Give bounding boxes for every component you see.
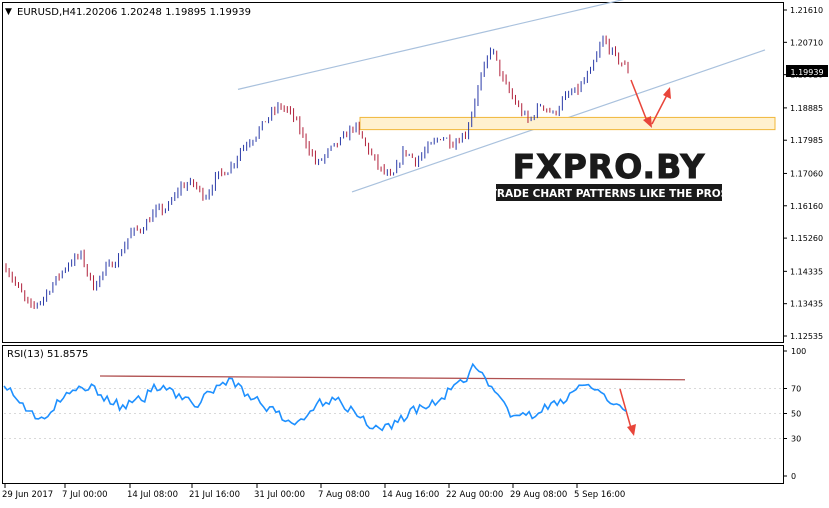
- rsi-levels: [4, 388, 782, 439]
- price-tick-label: 1.18885: [790, 104, 823, 113]
- symbol-label: EURUSD,H4: [17, 7, 76, 18]
- time-tick-label: 31 Jul 00:00: [254, 490, 305, 500]
- time-tick-label: 5 Sep 16:00: [574, 490, 625, 500]
- rsi-resistance-line: [99, 375, 686, 381]
- symbol-menu-icon[interactable]: ▼: [5, 7, 12, 17]
- price-tick-label: 1.14335: [790, 267, 823, 276]
- rsi-label: RSI(13) 51.8575: [7, 349, 88, 360]
- price-axis: 1.216101.207101.198101.188851.179851.170…: [783, 6, 823, 341]
- watermark-brand: FXPRO.BY: [513, 147, 706, 186]
- price-tick-label: 1.15260: [790, 234, 823, 243]
- ohlc-label: 1.20206 1.20248 1.19895 1.19939: [76, 7, 251, 18]
- time-tick-label: 29 Jun 2017: [2, 490, 53, 500]
- last-price-label: 1.19939: [790, 68, 823, 77]
- time-tick-label: 14 Aug 16:00: [382, 490, 439, 500]
- watermark: FXPRO.BY TRADE CHART PATTERNS LIKE THE P…: [490, 147, 728, 201]
- rsi-axis: 100 70 50 30 0: [783, 347, 806, 481]
- rsi-tick-label: 100: [791, 347, 806, 356]
- price-tick-label: 1.17985: [790, 136, 823, 145]
- last-price-tag: [786, 65, 828, 77]
- forecast-arrows: [619, 79, 671, 436]
- candles-layer: [5, 35, 629, 310]
- time-tick-label: 7 Jul 00:00: [62, 490, 108, 500]
- time-tick-label: 14 Jul 08:00: [127, 490, 178, 500]
- rsi-tick-label: 50: [791, 410, 801, 419]
- support-zone: [359, 116, 776, 131]
- time-tick-label: 29 Aug 08:00: [510, 490, 567, 500]
- rsi-panel-frame: [2, 345, 784, 484]
- price-tick-label: 1.21610: [790, 6, 823, 15]
- price-tick-label: 1.13435: [790, 300, 823, 309]
- rsi-tick-label: 30: [791, 435, 801, 444]
- rsi-line: [3, 362, 627, 432]
- price-panel-frame: [2, 2, 784, 343]
- rsi-tick-label: 70: [791, 385, 801, 394]
- channel-line: [237, 0, 625, 90]
- watermark-tagline: TRADE CHART PATTERNS LIKE THE PROS: [490, 188, 728, 200]
- price-tick-label: 1.17060: [790, 169, 823, 178]
- time-tick-label: 21 Jul 16:00: [189, 490, 240, 500]
- time-tick-label: 22 Aug 00:00: [446, 490, 503, 500]
- time-tick-label: 7 Aug 08:00: [318, 490, 370, 500]
- price-tick-label: 1.12535: [790, 332, 823, 341]
- price-tick-label: 1.16160: [790, 202, 823, 211]
- rsi-tick-label: 0: [791, 472, 796, 481]
- time-axis: 29 Jun 2017 7 Jul 00:00 14 Jul 08:00 21 Jul…: [2, 484, 625, 500]
- price-tick-label: 1.20710: [790, 38, 823, 47]
